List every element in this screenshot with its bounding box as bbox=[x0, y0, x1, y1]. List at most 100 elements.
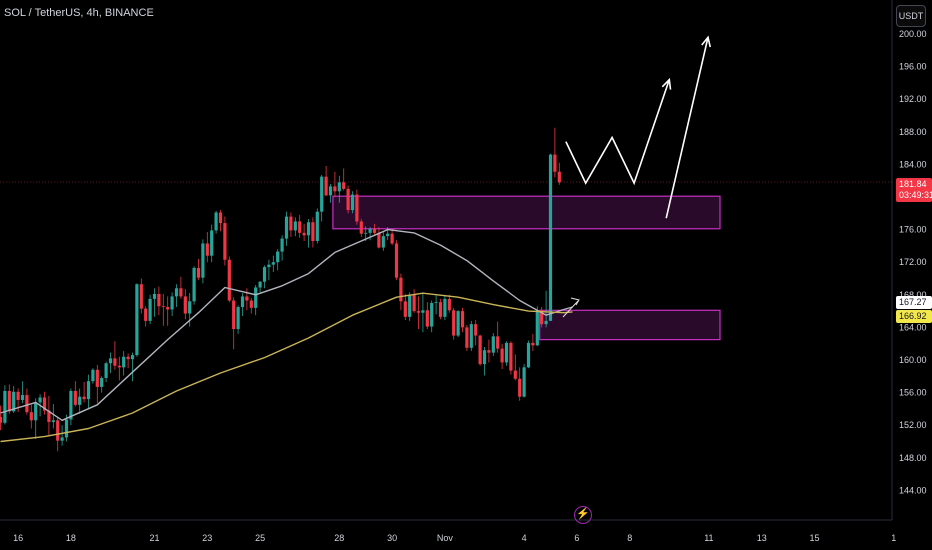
candle-body bbox=[377, 232, 381, 248]
candle-body bbox=[434, 302, 438, 303]
candle-body bbox=[223, 223, 227, 260]
candle-body bbox=[293, 221, 297, 231]
candle-body bbox=[188, 301, 192, 314]
candle-body bbox=[311, 222, 315, 242]
x-tick-label: 28 bbox=[334, 533, 344, 543]
y-tick-label: 184.00 bbox=[899, 159, 927, 169]
candle-body bbox=[166, 307, 170, 310]
x-tick-label: 18 bbox=[66, 533, 76, 543]
candle-body bbox=[500, 348, 504, 363]
candle-body bbox=[214, 212, 218, 231]
ema-slow-line bbox=[0, 292, 573, 443]
candle-body bbox=[368, 228, 372, 233]
candle-body bbox=[271, 262, 275, 265]
candle-body bbox=[421, 310, 425, 313]
x-tick-label: 25 bbox=[255, 533, 265, 543]
candle-body bbox=[315, 211, 319, 242]
candle-body bbox=[460, 311, 465, 328]
candle-body bbox=[416, 311, 421, 313]
ema-slow-tag: 166.92 bbox=[896, 310, 932, 323]
candle-body bbox=[513, 370, 517, 379]
zone-2 bbox=[539, 309, 721, 341]
candle-body bbox=[267, 264, 271, 268]
candle-body bbox=[324, 176, 328, 196]
candle-body bbox=[548, 154, 553, 321]
candle-body bbox=[183, 296, 187, 314]
candle-body bbox=[364, 232, 368, 234]
candle-body bbox=[196, 267, 201, 278]
flash-icon[interactable]: ⚡ bbox=[574, 506, 592, 524]
candle-body bbox=[104, 363, 108, 378]
candle-body bbox=[126, 356, 130, 360]
candle-body bbox=[240, 296, 245, 308]
candle-body bbox=[25, 395, 29, 413]
candle-body bbox=[276, 251, 280, 263]
projection-path-2 bbox=[665, 37, 709, 219]
candle-body bbox=[152, 293, 157, 299]
candle-body bbox=[210, 230, 214, 256]
candle-body bbox=[408, 294, 412, 317]
y-tick-label: 164.00 bbox=[899, 322, 927, 332]
candle-body bbox=[372, 228, 377, 233]
candle-body bbox=[425, 310, 429, 327]
candle-body bbox=[113, 358, 117, 366]
projection-path-1-head bbox=[661, 77, 672, 90]
y-tick-label: 196.00 bbox=[899, 62, 927, 72]
candle-body bbox=[531, 342, 535, 346]
candle-body bbox=[174, 288, 179, 297]
candle-body bbox=[51, 420, 55, 422]
y-tick-label: 176.00 bbox=[899, 225, 927, 235]
candle-body bbox=[359, 221, 363, 234]
candle-body bbox=[438, 302, 443, 317]
candle-body bbox=[73, 390, 77, 405]
y-tick-label: 148.00 bbox=[899, 453, 927, 463]
candle-body bbox=[280, 238, 284, 252]
candle-body bbox=[298, 221, 302, 233]
candle-body bbox=[381, 236, 385, 248]
x-tick-label: 30 bbox=[387, 533, 397, 543]
candle-body bbox=[20, 395, 25, 400]
candle-body bbox=[544, 320, 548, 325]
y-tick-label: 156.00 bbox=[899, 388, 927, 398]
zone-1 bbox=[332, 195, 721, 230]
candle-body bbox=[91, 369, 95, 382]
bar-countdown: 03:49:31 bbox=[899, 190, 932, 200]
y-tick-label: 152.00 bbox=[899, 420, 927, 430]
candle-body bbox=[249, 300, 253, 308]
ema-fast-tag: 167.27 bbox=[896, 296, 932, 309]
currency-button[interactable]: USDT bbox=[896, 5, 926, 27]
candle-body bbox=[232, 300, 236, 330]
candle-body bbox=[161, 306, 165, 308]
candle-body bbox=[478, 335, 482, 365]
candle-body bbox=[42, 397, 47, 411]
candle-body bbox=[403, 301, 407, 317]
candle-body bbox=[12, 391, 16, 412]
candle-body bbox=[390, 233, 394, 244]
candle-body bbox=[557, 171, 561, 183]
candle-body bbox=[491, 336, 495, 353]
candle-body bbox=[504, 342, 509, 363]
candle-body bbox=[254, 287, 258, 308]
candle-body bbox=[218, 212, 223, 224]
candle-body bbox=[95, 369, 99, 387]
candle-body bbox=[69, 390, 73, 420]
candle-body bbox=[144, 308, 148, 321]
y-tick-label: 144.00 bbox=[899, 485, 927, 495]
candle-body bbox=[346, 188, 350, 211]
candle-body bbox=[139, 284, 143, 309]
candle-body bbox=[482, 350, 487, 365]
candle-body bbox=[337, 182, 341, 192]
y-tick-label: 172.00 bbox=[899, 257, 927, 267]
projection-path-1 bbox=[565, 79, 671, 186]
candle-body bbox=[86, 381, 91, 400]
candle-body bbox=[518, 378, 522, 397]
candle-body bbox=[350, 194, 355, 211]
candle-body bbox=[522, 367, 526, 397]
x-tick-label: 16 bbox=[13, 533, 23, 543]
candle-body bbox=[117, 365, 121, 368]
candle-body bbox=[262, 267, 267, 282]
candle-body bbox=[157, 293, 161, 307]
candle-body bbox=[526, 342, 531, 368]
candle-body bbox=[130, 355, 135, 360]
